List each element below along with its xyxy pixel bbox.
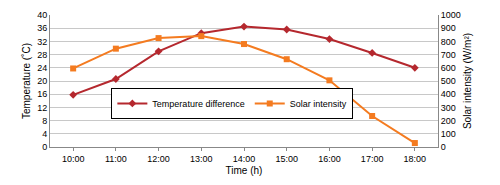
svg-text:Solar intensity: Solar intensity [290,99,347,109]
svg-text:Temperature difference: Temperature difference [152,99,244,109]
svg-text:12: 12 [37,103,47,113]
svg-text:Solar intensity (W/m²): Solar intensity (W/m²) [462,33,473,129]
svg-text:400: 400 [441,89,456,99]
svg-text:13:00: 13:00 [190,154,213,164]
svg-text:300: 300 [441,103,456,113]
svg-text:16: 16 [37,89,47,99]
svg-text:36: 36 [37,23,47,33]
svg-text:700: 700 [441,50,456,60]
svg-text:4: 4 [42,129,47,139]
svg-text:18:00: 18:00 [404,154,427,164]
svg-text:32: 32 [37,37,47,47]
svg-text:11:00: 11:00 [105,154,127,164]
svg-text:800: 800 [441,37,456,47]
svg-text:0: 0 [441,142,446,152]
svg-text:15:00: 15:00 [275,154,298,164]
svg-text:40: 40 [37,10,47,20]
svg-text:Temperature (˚C): Temperature (˚C) [21,43,32,119]
svg-text:10:00: 10:00 [62,154,85,164]
svg-text:17:00: 17:00 [361,154,384,164]
svg-text:8: 8 [42,116,47,126]
svg-text:12:00: 12:00 [147,154,170,164]
svg-text:100: 100 [441,129,456,139]
svg-text:Time (h): Time (h) [226,165,263,176]
svg-text:500: 500 [441,76,456,86]
svg-text:14:00: 14:00 [233,154,256,164]
svg-text:16:00: 16:00 [318,154,341,164]
svg-text:24: 24 [37,63,47,73]
svg-text:20: 20 [37,76,47,86]
svg-text:200: 200 [441,116,456,126]
svg-text:900: 900 [441,23,456,33]
svg-text:0: 0 [42,142,47,152]
svg-text:28: 28 [37,50,47,60]
svg-text:1000: 1000 [441,10,461,20]
svg-text:600: 600 [441,63,456,73]
